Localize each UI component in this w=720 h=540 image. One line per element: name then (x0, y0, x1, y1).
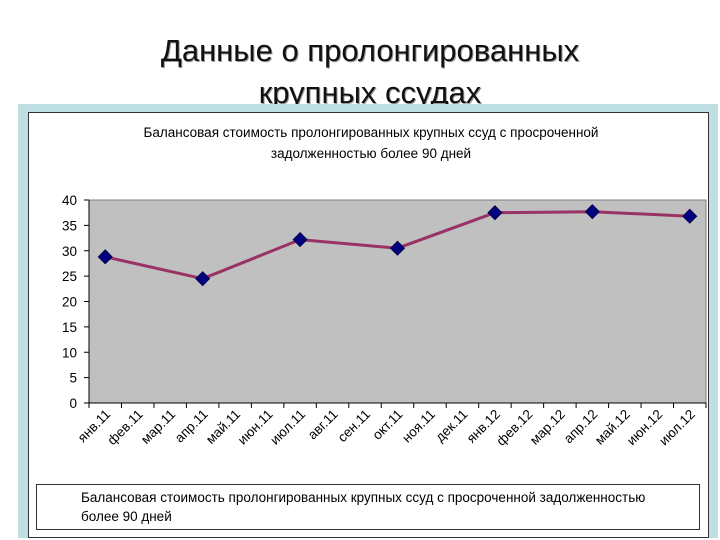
data-point-янв.11 (97, 249, 113, 265)
y-tick-label: 15 (62, 320, 77, 335)
chart-title-line-2: задолженностью более 90 дней (271, 146, 471, 161)
x-tick-label: мар.12 (527, 407, 568, 448)
y-tick-label: 30 (62, 244, 77, 259)
plot-area (88, 199, 707, 404)
x-tick-label: май.11 (203, 407, 243, 447)
data-point-апр.12 (584, 204, 600, 220)
y-tick-label: 20 (62, 295, 77, 310)
y-tick-label: 10 (62, 345, 77, 360)
x-tick-label: мар.11 (138, 407, 178, 447)
data-point-апр.11 (195, 271, 211, 287)
legend-label: Балансовая стоимость пролонгированных кр… (81, 488, 696, 526)
legend: Балансовая стоимость пролонгированных кр… (36, 484, 700, 530)
x-tick-label: авг.11 (305, 407, 341, 443)
data-point-июл.11 (292, 232, 308, 248)
y-tick-label: 5 (69, 371, 77, 386)
legend-label-line-1: Балансовая стоимость пролонгированных кр… (81, 490, 646, 505)
y-tick-label: 0 (69, 396, 77, 411)
x-tick-label: июл.12 (656, 407, 698, 449)
x-tick-label: дек.11 (432, 407, 470, 445)
legend-label-line-2: более 90 дней (81, 509, 172, 524)
slide-title: Данные о пролонгированных крупных ссудах (0, 30, 720, 114)
data-point-июл.12 (682, 208, 698, 224)
y-tick-label: 35 (62, 218, 77, 233)
data-point-янв.12 (487, 205, 503, 221)
x-tick-label: фев.11 (104, 407, 145, 448)
y-tick-label: 40 (62, 193, 77, 208)
y-tick-label: 25 (62, 269, 77, 284)
x-tick-label: июл.11 (267, 407, 308, 448)
x-tick-label: ноя.11 (399, 407, 438, 446)
data-point-окт.11 (389, 240, 406, 256)
x-tick-label: фев.12 (493, 407, 535, 449)
x-tick-label: июн.11 (235, 407, 276, 448)
chart-title-line-1: Балансовая стоимость пролонгированных кр… (144, 125, 599, 140)
x-tick-label: сен.11 (335, 407, 374, 446)
slide-title-line-1: Данные о пролонгированных (160, 33, 580, 68)
